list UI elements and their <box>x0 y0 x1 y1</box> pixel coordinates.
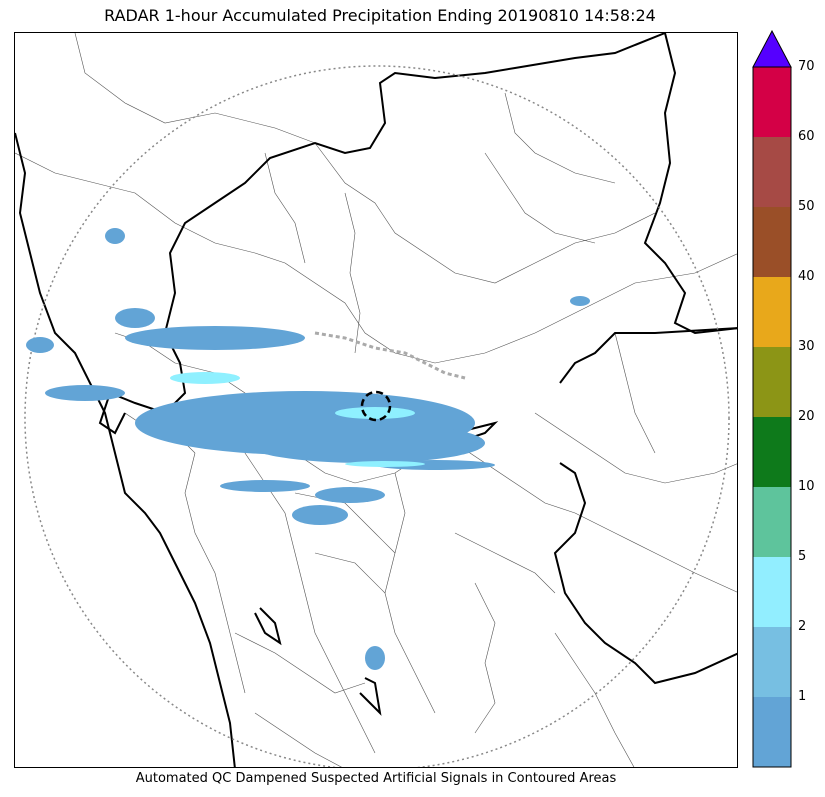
colorbar-bin-5 <box>753 347 791 417</box>
district-boundaries <box>15 33 737 767</box>
colorbar-tick-label: 20 <box>798 409 815 424</box>
colorbar-extend-arrow <box>752 29 792 68</box>
colorbar-bin-3 <box>753 487 791 557</box>
colorbar-frame <box>752 66 792 768</box>
colorbar-bin-6 <box>753 277 791 347</box>
colorbar-bin-2 <box>753 557 791 627</box>
qc-contour <box>314 331 466 380</box>
precipitation-echoes <box>26 228 590 670</box>
colorbar-tick-label: 1 <box>798 689 807 704</box>
colorbar-bin-0 <box>753 697 791 767</box>
colorbar-tick-label: 40 <box>798 269 815 284</box>
colorbar-tick-label: 50 <box>798 199 815 214</box>
colorbar-svg <box>752 29 792 768</box>
radar-map <box>14 32 738 768</box>
colorbar-bin-4 <box>753 417 791 487</box>
radar-map-canvas <box>15 33 737 767</box>
colorbar-tick-label: 5 <box>798 549 807 564</box>
colorbar-labels: 1 2 5 10 20 30 40 50 60 70 <box>798 0 825 797</box>
colorbar-bin-7 <box>753 207 791 277</box>
colorbar-tick-label: 2 <box>798 619 807 634</box>
colorbar-bin-8 <box>753 137 791 207</box>
map-title: RADAR 1-hour Accumulated Precipitation E… <box>104 6 656 25</box>
colorbar-tick-label: 70 <box>798 59 815 74</box>
colorbar-tick-label: 60 <box>798 129 815 144</box>
colorbar-tick-label: 10 <box>798 479 815 494</box>
colorbar <box>752 29 792 770</box>
radar-site-marker <box>360 390 392 422</box>
colorbar-bin-9 <box>753 67 791 137</box>
radar-range-ring <box>24 65 730 767</box>
colorbar-bin-1 <box>753 627 791 697</box>
colorbar-tick-label: 30 <box>798 339 815 354</box>
qc-footnote: Automated QC Dampened Suspected Artifici… <box>135 771 617 786</box>
